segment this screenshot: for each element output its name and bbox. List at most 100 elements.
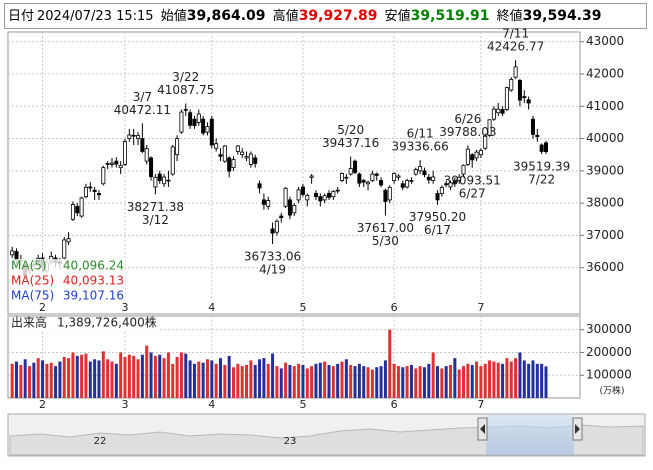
candle-body — [313, 193, 318, 198]
volume-bar — [279, 368, 283, 398]
volume-bar — [179, 352, 183, 398]
annotation-value: 36733.06 — [244, 250, 301, 264]
navigator[interactable]: 22 23 — [7, 413, 646, 457]
close-label: 終値 — [496, 9, 523, 24]
volume-bar — [49, 362, 53, 398]
low-value: 39,519.91 — [410, 8, 490, 24]
volume-bar — [101, 351, 105, 398]
open-value: 39,864.09 — [186, 8, 266, 24]
x-tick-label: 2 — [39, 301, 46, 314]
candle-body — [379, 180, 384, 186]
candle-body — [413, 169, 418, 175]
annotation-date: 6/27 — [459, 186, 486, 200]
annotation-value: 39093.51 — [444, 173, 501, 187]
volume-bar — [401, 367, 405, 398]
volume-bar — [201, 362, 205, 398]
candle-body — [353, 160, 358, 173]
volume-bar — [15, 361, 19, 398]
candle-body — [444, 183, 449, 186]
volume-bar — [340, 361, 344, 398]
candle-body — [201, 118, 206, 134]
volume-bar — [223, 364, 227, 398]
x-tick-label: 5 — [299, 398, 306, 411]
annotation-value: 41087.75 — [157, 83, 214, 97]
annotation-value: 39788.03 — [439, 125, 496, 139]
volume-bar — [140, 354, 144, 398]
candle-body — [526, 99, 531, 104]
annotation-value: 39336.66 — [391, 139, 448, 153]
volume-bar — [19, 364, 23, 398]
candle-body — [496, 108, 501, 114]
annotation-date: 6/26 — [454, 112, 481, 126]
candle-body — [422, 170, 427, 176]
volume-bar — [205, 359, 209, 398]
volume-bar — [171, 363, 175, 398]
volume-bar — [444, 366, 448, 398]
open-label: 始値 — [160, 9, 187, 24]
legend-name: MA(25) — [11, 274, 54, 288]
y-tick-label: 200000 — [586, 345, 632, 359]
volume-bar — [292, 366, 296, 398]
legend-value: 40,093.13 — [63, 274, 124, 288]
candle-body — [300, 186, 305, 195]
volume-bar — [75, 355, 79, 398]
volume-bar — [501, 363, 505, 398]
annotation-date: 3/7 — [133, 90, 152, 104]
candle-body — [470, 154, 475, 161]
candle-body — [166, 179, 171, 182]
candle-body — [162, 176, 167, 185]
volume-bar — [396, 366, 400, 398]
candle-body — [240, 151, 245, 156]
volume-bar — [427, 363, 431, 398]
candle-body — [457, 176, 462, 181]
candle-body — [214, 143, 219, 149]
date-label: 日付 — [8, 9, 35, 24]
volume-bar — [67, 358, 71, 398]
volume-bar — [249, 360, 253, 398]
volume-bar — [166, 352, 170, 398]
candle-body — [474, 151, 479, 159]
annotation-date: 3/22 — [172, 70, 199, 84]
candle-body — [287, 199, 292, 216]
volume-bar — [210, 360, 214, 398]
volume-bar — [218, 358, 222, 398]
candle-body — [439, 187, 444, 194]
candle-body — [209, 118, 214, 146]
candle-body — [383, 189, 388, 202]
candle-body — [517, 80, 522, 101]
volume-bar — [422, 367, 426, 398]
volume-bar — [414, 368, 418, 398]
navigator-selection[interactable] — [486, 415, 574, 455]
candle-body — [478, 150, 483, 156]
volume-bar — [496, 362, 500, 398]
candle-body — [357, 173, 362, 184]
volume-bar — [544, 366, 548, 398]
volume-bar — [518, 352, 522, 398]
y-tick-label: 300000 — [586, 322, 632, 336]
candle-body — [335, 189, 340, 192]
navigator-label: 23 — [284, 436, 297, 447]
candle-body — [101, 167, 106, 185]
annotation-date: 7/22 — [528, 173, 555, 187]
volume-bar — [132, 355, 136, 398]
candle-body — [253, 157, 258, 164]
volume-bar — [318, 362, 322, 398]
volume-bar — [492, 361, 496, 398]
volume-bar — [162, 358, 166, 398]
y-tick-label: 43000 — [586, 34, 624, 48]
x-tick-label: 3 — [122, 398, 129, 411]
volume-bar — [301, 364, 305, 398]
candle-body — [322, 195, 327, 201]
candle-body — [400, 183, 405, 188]
candle-body — [192, 118, 197, 127]
volume-bar — [71, 352, 75, 398]
volume-bar — [462, 366, 466, 398]
candle-body — [96, 193, 101, 196]
volume-bar — [466, 363, 470, 398]
candle-body — [118, 164, 123, 169]
y-tick-label: 37000 — [586, 228, 624, 242]
candle-body — [296, 189, 301, 201]
volume-bar — [514, 358, 518, 398]
volume-title: 出来高 — [11, 316, 47, 330]
